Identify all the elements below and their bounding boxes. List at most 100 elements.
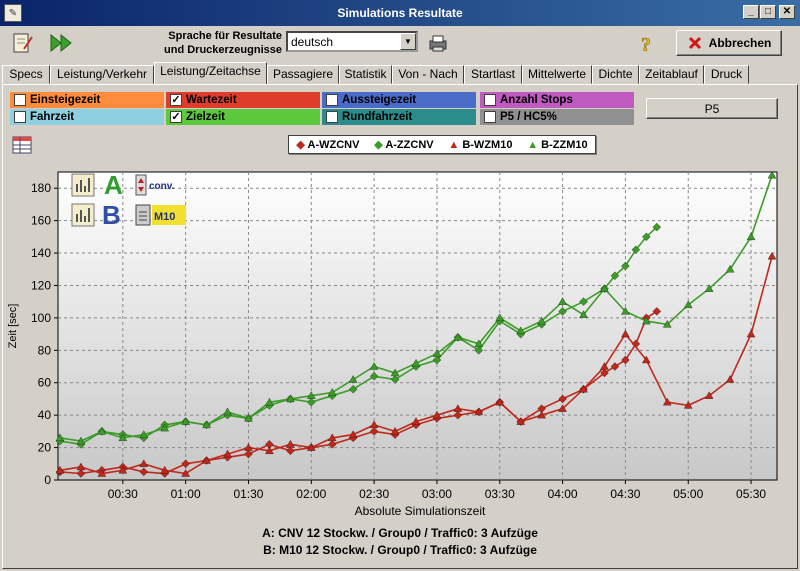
- conv-icon-label[interactable]: conv.: [149, 181, 175, 192]
- close-button[interactable]: ✕: [779, 5, 795, 19]
- checkbox-fahrzeit[interactable]: [14, 111, 26, 123]
- filter-p5-hc5[interactable]: P5 / HC5%: [480, 109, 634, 125]
- y-axis-label: Zeit [sec]: [7, 304, 19, 349]
- data-point: [307, 391, 316, 399]
- m10-icon-label: M10: [154, 211, 175, 223]
- filter-fahrzeit[interactable]: Fahrzeit: [10, 109, 164, 125]
- data-point: [610, 362, 620, 371]
- checkbox-p5-hc5[interactable]: [484, 111, 496, 123]
- y-tick-label: 100: [31, 311, 51, 325]
- chevron-down-icon[interactable]: ▼: [400, 33, 416, 50]
- filter-wartezeit[interactable]: ✓ Wartezeit: [166, 92, 320, 108]
- legend-label-a-zzcnv: A-ZZCNV: [385, 139, 434, 151]
- data-point: [97, 427, 107, 435]
- app-icon[interactable]: ✎: [4, 4, 22, 22]
- m10-icon[interactable]: [152, 205, 186, 225]
- filter-zielzeit[interactable]: ✓ Zielzeit: [166, 109, 320, 125]
- data-point: [369, 372, 379, 381]
- data-point: [181, 417, 190, 425]
- calculator-icon[interactable]: [135, 204, 151, 226]
- tab-startlast[interactable]: Startlast: [464, 65, 522, 84]
- tab-mittelwerte[interactable]: Mittelwerte: [522, 65, 592, 84]
- tab-zeitablauf[interactable]: Zeitablauf: [639, 65, 704, 84]
- x-tick-label: 04:00: [548, 487, 578, 501]
- minimize-button[interactable]: _: [743, 5, 759, 19]
- tab-passagiere[interactable]: Passagiere: [267, 65, 339, 84]
- data-point: [474, 339, 484, 347]
- tab-leistung-zeitachse[interactable]: Leistung/Zeitachse: [154, 62, 267, 84]
- data-point: [223, 407, 232, 416]
- cancel-x-icon: [688, 36, 701, 50]
- bar-chart-a-bars: [76, 178, 90, 192]
- data-point: [704, 391, 714, 399]
- filter-einsteigezeit[interactable]: Einsteigezeit: [10, 92, 164, 108]
- tab-leistung-verkehr[interactable]: Leistung/Verkehr: [50, 65, 154, 84]
- data-point: [725, 375, 735, 383]
- data-point: [265, 397, 274, 406]
- filter-rundfahrzeit[interactable]: Rundfahrzeit: [322, 109, 476, 125]
- checkbox-wartezeit[interactable]: ✓: [170, 94, 182, 106]
- footer-line-b: B: M10 12 Stockw. / Group0 / Traffic0: 3…: [263, 543, 537, 557]
- bar-chart-b-icon[interactable]: [71, 203, 95, 227]
- tab-specs[interactable]: Specs: [2, 65, 50, 84]
- data-point: [76, 462, 86, 471]
- triangle-icon: ▲: [527, 138, 539, 151]
- checkbox-aussteigezeit[interactable]: [326, 94, 338, 106]
- data-point: [631, 245, 641, 255]
- data-point: [704, 284, 714, 292]
- checkbox-einsteigezeit[interactable]: [14, 94, 26, 106]
- tab-druck[interactable]: Druck: [704, 65, 749, 84]
- maximize-button[interactable]: □: [760, 5, 776, 19]
- x-tick-label: 05:00: [673, 487, 703, 501]
- data-point: [558, 297, 567, 305]
- y-tick-label: 180: [31, 181, 51, 195]
- data-point: [76, 436, 86, 445]
- data-point: [244, 449, 253, 459]
- bar-chart-a-icon[interactable]: [71, 173, 95, 197]
- diamond-icon: ◆: [374, 139, 383, 151]
- data-point: [327, 388, 337, 396]
- table-view-svg: [12, 136, 32, 154]
- data-point: [244, 443, 253, 451]
- help-icon[interactable]: ?: [636, 31, 660, 55]
- x-tick-label: 00:30: [108, 487, 138, 501]
- tab-statistik[interactable]: Statistik: [339, 65, 392, 84]
- checkbox-zielzeit[interactable]: ✓: [170, 111, 182, 123]
- letter-b-icon[interactable]: B: [102, 200, 121, 230]
- data-point: [265, 446, 274, 454]
- fast-forward-icon[interactable]: [48, 31, 72, 55]
- data-point: [390, 368, 400, 377]
- data-point: [579, 310, 588, 318]
- printer-icon[interactable]: [426, 31, 450, 55]
- tab-strip: Specs Leistung/Verkehr Leistung/Zeitachs…: [0, 62, 800, 84]
- data-point: [118, 465, 128, 474]
- p5-button[interactable]: P5: [646, 98, 778, 119]
- data-point: [286, 440, 295, 448]
- printer-svg: [429, 35, 447, 52]
- filter-anzahl-stops[interactable]: Anzahl Stops: [480, 92, 634, 108]
- checkbox-rundfahrzeit[interactable]: [326, 111, 338, 123]
- filter-rundfahrzeit-label: Rundfahrzeit: [342, 111, 413, 123]
- legend-label-a-wzcnv: A-WZCNV: [307, 139, 360, 151]
- data-point: [369, 420, 379, 429]
- checkbox-anzahl-stops[interactable]: [484, 94, 496, 106]
- tab-von-nach[interactable]: Von - Nach: [392, 65, 464, 84]
- table-view-icon[interactable]: [10, 134, 34, 156]
- filter-aussteigezeit[interactable]: Aussteigezeit: [322, 92, 476, 108]
- notepad-svg: [13, 33, 33, 53]
- fast-forward-svg: [50, 33, 72, 53]
- tab-dichte[interactable]: Dichte: [592, 65, 639, 84]
- data-point: [390, 427, 400, 435]
- legend-item-a-zzcnv: ◆ A-ZZCNV: [374, 138, 433, 151]
- data-point: [286, 446, 295, 456]
- data-point: [286, 394, 295, 403]
- y-tick-label: 40: [38, 408, 52, 422]
- language-select[interactable]: deutsch ▼: [286, 31, 418, 52]
- spin-icon[interactable]: [135, 174, 147, 196]
- data-point: [746, 329, 756, 338]
- notepad-icon[interactable]: [10, 31, 34, 55]
- abbrechen-button[interactable]: Abbrechen: [676, 30, 782, 56]
- data-point: [348, 430, 358, 438]
- chart-legend: ◆ A-WZCNV ◆ A-ZZCNV ▲ B-WZM10 ▲ B-ZZM10: [288, 135, 596, 154]
- letter-a-icon[interactable]: A: [104, 170, 123, 200]
